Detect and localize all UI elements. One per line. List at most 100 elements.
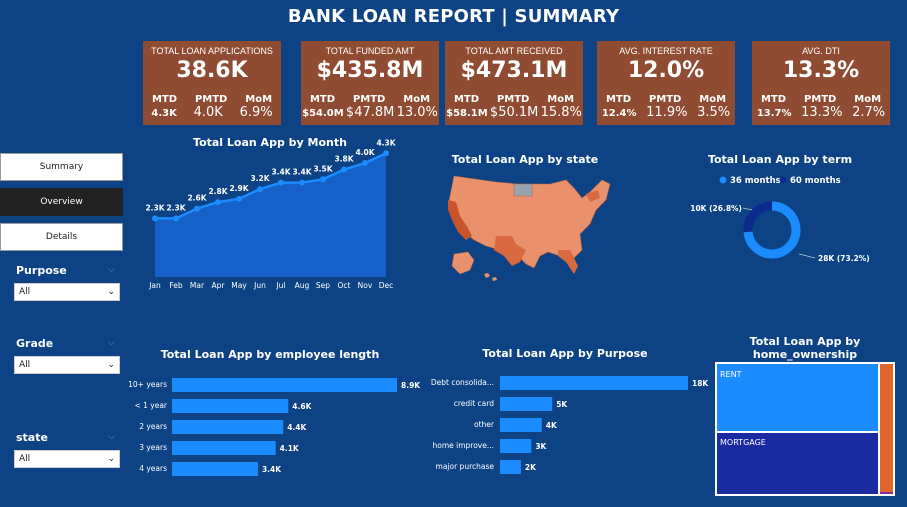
month-data-label: 4.3K [376, 138, 396, 147]
emp-value-label: 3.4K [262, 465, 282, 474]
month-area-fill [155, 153, 386, 277]
report-title: BANK LOAN REPORT | SUMMARY [287, 6, 620, 27]
purpose-category-label: major purchase [436, 462, 495, 471]
us-state-map[interactable] [440, 170, 620, 285]
kpi-pmtd-value: $50.1M [489, 105, 539, 120]
kpi-card[interactable]: TOTAL AMT RECEIVED $473.1M MTD PMTD MoM $58.1… [445, 41, 583, 125]
kpi-label: TOTAL FUNDED AMT [325, 46, 415, 56]
kpi-mtd-label: MTD [760, 94, 787, 105]
kpi-value: 12.0% [627, 58, 705, 83]
month-tick-label: Jun [253, 281, 266, 290]
month-data-point [362, 160, 368, 167]
kpi-pmtd-value: 11.9% [646, 105, 688, 120]
nav-summary-button[interactable]: Summary [0, 153, 123, 181]
purpose-bar [500, 397, 553, 411]
state-select-value: All [19, 454, 31, 464]
emp-category-label: < 1 year [134, 401, 167, 410]
purpose-bar [500, 460, 521, 474]
emp-category-label: 3 years [139, 443, 167, 452]
purpose-value-label: 2K [525, 463, 537, 472]
chevron-down-icon[interactable]: ⌵ [108, 432, 115, 442]
donut-slice-36-months [743, 201, 801, 259]
treemap-cell-rent [717, 364, 878, 431]
month-data-label: 2.3K [145, 203, 165, 212]
legend-dot-36-months [719, 176, 727, 184]
state-chart-title: Total Loan App by state [451, 153, 599, 166]
grade-select[interactable]: All ⌄ [14, 356, 120, 374]
kpi-pmtd-value: 4.0K [193, 105, 223, 120]
emp-bar [172, 378, 397, 392]
month-data-label: 2.8K [208, 187, 228, 196]
month-tick-label: May [231, 281, 247, 290]
kpi-value: $473.1M [460, 58, 568, 83]
purpose-bar [500, 418, 542, 432]
grade-select-value: All [19, 360, 31, 370]
kpi-mom-value: 15.8% [540, 105, 582, 120]
kpi-label: AVG. DTI [802, 46, 840, 56]
kpi-value: $435.8M [316, 58, 424, 83]
purpose-category-label: credit card [454, 399, 494, 408]
term-chart-title: Total Loan App by term [707, 153, 853, 166]
kpi-value: 13.3% [782, 58, 860, 83]
kpi-card[interactable]: TOTAL LOAN APPLICATIONS 38.6K MTD PMTD MoM 4.… [143, 41, 281, 125]
grade-filter-label: Grade [16, 337, 54, 350]
purpose-value-label: 18K [692, 379, 709, 388]
month-tick-label: Dec [379, 281, 394, 290]
purpose-value-label: 4K [546, 421, 558, 430]
map-state-texas [494, 236, 526, 266]
month-data-point [299, 179, 305, 186]
treemap-cell-own [880, 364, 893, 492]
kpi-card[interactable]: TOTAL FUNDED AMT $435.8M MTD PMTD MoM $54.0M $… [301, 41, 439, 125]
month-data-label: 3.4K [271, 168, 291, 177]
kpi-mom-label: MoM [547, 94, 575, 105]
kpi-label: AVG. INTEREST RATE [619, 46, 713, 56]
nav-details-button[interactable]: Details [0, 223, 123, 251]
legend-60-months: 60 months [790, 176, 841, 186]
kpi-mtd-label: MTD [605, 94, 632, 105]
month-tick-label: Aug [295, 281, 310, 290]
state-select[interactable]: All ⌄ [14, 450, 120, 468]
home-chart-title-line2: home_ownership [752, 348, 858, 361]
treemap-cell-mortgage [717, 433, 878, 494]
month-tick-label: Sep [316, 281, 330, 290]
donut-label-60-months: 10K (26.8%) [690, 204, 742, 213]
month-data-point [383, 150, 389, 157]
purpose-category-label: other [474, 420, 495, 429]
month-data-label: 3.8K [334, 155, 354, 164]
month-tick-label: Nov [358, 281, 373, 290]
purpose-value-label: 5K [556, 400, 568, 409]
month-data-point [236, 195, 242, 202]
nav-overview-button[interactable]: Overview [0, 188, 123, 216]
emp-category-label: 4 years [139, 464, 167, 473]
emp-category-label: 10+ years [128, 380, 167, 389]
month-data-label: 3.5K [313, 164, 333, 173]
kpi-mtd-value: 12.4% [601, 108, 637, 119]
donut-leader-60-months [742, 207, 753, 211]
emp-bar [172, 441, 276, 455]
emp-value-label: 4.6K [292, 402, 312, 411]
kpi-mom-value: 2.7% [852, 105, 886, 120]
kpi-mtd-label: MTD [453, 94, 480, 105]
month-data-point [320, 176, 326, 183]
emp-value-label: 4.1K [280, 444, 300, 453]
chevron-down-icon[interactable]: ⌵ [108, 265, 115, 275]
month-tick-label: Feb [169, 281, 183, 290]
kpi-card[interactable]: AVG. DTI 13.3% MTD PMTD MoM 13.7% 13.3% 2.7% [752, 41, 890, 125]
emp-bar [172, 462, 258, 476]
month-data-point [194, 205, 200, 212]
kpi-pmtd-label: PMTD [352, 94, 386, 105]
purpose-select[interactable]: All ⌄ [14, 283, 120, 301]
kpi-card[interactable]: AVG. INTEREST RATE 12.0% MTD PMTD MoM 12.4% 11… [597, 41, 735, 125]
kpi-mom-value: 6.9% [239, 105, 273, 120]
month-series-line [155, 152, 387, 220]
purpose-category-label: Debt consolida... [431, 378, 494, 387]
treemap-label-mortgage: MORTGAGE [720, 438, 766, 447]
chevron-down-icon[interactable]: ⌵ [108, 338, 115, 348]
home-chart-title: Total Loan App by home_ownership [725, 335, 885, 361]
kpi-mom-value: 3.5% [697, 105, 731, 120]
